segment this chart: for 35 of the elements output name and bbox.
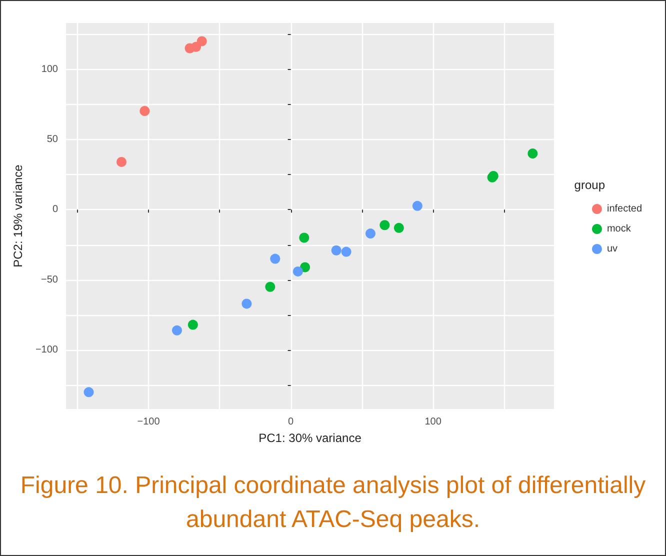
point: [191, 42, 202, 52]
y-tick-label: 50: [46, 134, 58, 145]
x-tick-label: −100: [137, 416, 160, 428]
x-axis-title: PC1: 30% variance: [258, 430, 362, 445]
point: [365, 228, 376, 239]
legend-title: group: [574, 178, 606, 192]
y-tick-label: −50: [41, 274, 58, 286]
point: [188, 320, 198, 330]
point: [331, 245, 342, 256]
point: [292, 266, 303, 276]
y-tick-label: 100: [41, 64, 58, 75]
point: [140, 106, 150, 116]
x-tick-label: 100: [424, 416, 442, 428]
legend-label: infected: [606, 204, 642, 214]
x-tick-label: 0: [288, 416, 294, 428]
point: [528, 148, 538, 159]
caption: Figure 10. Principal coordinate analysis plot of differentially abundant ATAC-Seq peaks.: [19, 471, 647, 535]
point: [412, 200, 422, 211]
point: [394, 222, 404, 233]
point: [84, 387, 94, 398]
point: [270, 254, 280, 264]
point: [196, 36, 207, 46]
point: [380, 220, 390, 230]
point: [299, 232, 310, 243]
y-axis-title: PC2: 19% variance: [11, 164, 25, 268]
point: [265, 282, 276, 292]
point: [172, 325, 182, 336]
y-tick-label: 0: [52, 204, 58, 216]
y-tick-label: −100: [35, 344, 58, 356]
point: [341, 246, 352, 257]
point: [300, 262, 310, 272]
point: [116, 156, 126, 167]
legend-label: mock: [606, 224, 632, 234]
legend-label: uv: [606, 244, 618, 254]
point: [242, 298, 252, 309]
